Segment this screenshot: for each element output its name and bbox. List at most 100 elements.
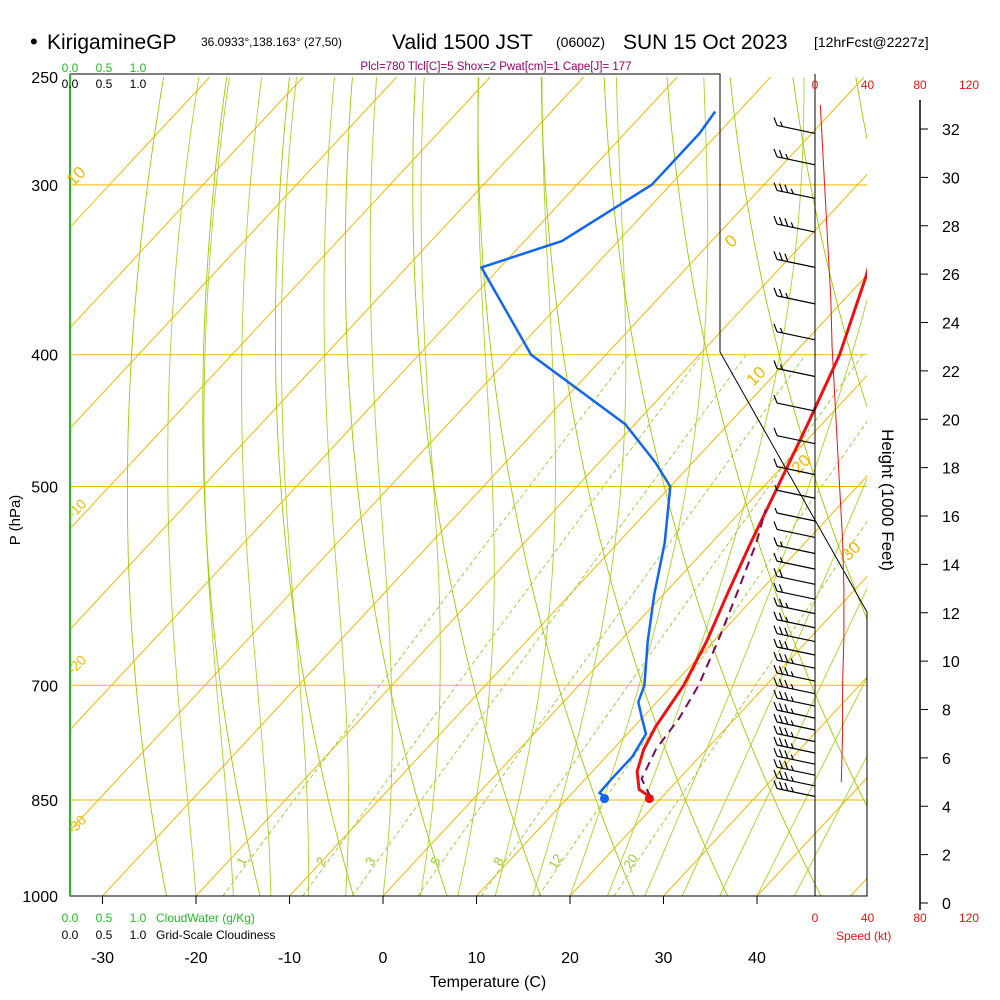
height-tick-label: 4 bbox=[942, 799, 951, 816]
x-tick-label: 0 bbox=[379, 950, 388, 967]
dry-adiabat bbox=[344, 77, 448, 896]
mixing-ratio-line bbox=[480, 354, 864, 896]
wind-barb bbox=[773, 323, 816, 341]
mixing-ratio-line bbox=[302, 354, 702, 896]
wind-barb bbox=[773, 747, 816, 765]
wind-barb bbox=[773, 537, 816, 555]
cloudwater-label: CloudWater (g/Kg) bbox=[156, 911, 255, 925]
moist-adiabat bbox=[719, 587, 867, 896]
height-tick-label: 6 bbox=[942, 751, 951, 768]
wind-barb bbox=[773, 736, 816, 754]
wind-barb bbox=[774, 485, 816, 499]
mixing-ratio-label: 12 bbox=[545, 851, 565, 871]
indices-line: Plcl=780 Tlcl[C]=5 Shox=2 Pwat[cm]=1 Cap… bbox=[360, 61, 631, 73]
dry-adiabat bbox=[919, 77, 1000, 896]
cloudiness-label: Grid-Scale Cloudiness bbox=[156, 928, 275, 942]
moist-adiabat bbox=[756, 676, 867, 896]
wind-barb bbox=[773, 780, 816, 798]
height-tick-label: 32 bbox=[942, 122, 960, 139]
x-tick-label: 40 bbox=[748, 950, 766, 967]
p-tick-label: 400 bbox=[31, 348, 58, 365]
axes: -30 -20 -10 0 10 20 30 402503004005007008501000… bbox=[22, 61, 766, 967]
wind-barb bbox=[773, 625, 816, 643]
wind-barb bbox=[773, 597, 816, 615]
moist-adiabat bbox=[280, 77, 309, 896]
speed-tick-bottom: 40 bbox=[861, 911, 875, 925]
wind-barbs bbox=[773, 74, 816, 896]
moist-adiabat bbox=[241, 77, 272, 896]
x-tick-label: -20 bbox=[184, 950, 207, 967]
moist-adiabat bbox=[203, 77, 234, 896]
height-tick-label: 30 bbox=[942, 170, 960, 187]
x-tick-label: 30 bbox=[655, 950, 673, 967]
moist-adiabat bbox=[532, 77, 627, 896]
cloudiness-tick-bottom: 1.0 bbox=[130, 928, 147, 942]
speed-axis-title: Speed (kt) bbox=[836, 929, 891, 943]
mixing-ratio-label: 3 bbox=[362, 854, 379, 868]
isotherm-line bbox=[70, 76, 584, 631]
speed-tick-top: 40 bbox=[861, 78, 875, 92]
height-tick-label: 22 bbox=[942, 364, 960, 381]
speed-tick-bottom: 80 bbox=[913, 911, 927, 925]
isotherm-label: 30 bbox=[838, 538, 865, 565]
valid-time: Valid 1500 JST bbox=[392, 31, 533, 54]
p-tick-label: 700 bbox=[31, 678, 58, 695]
dry-adiabat bbox=[982, 77, 1000, 896]
x-tick-label: 10 bbox=[468, 950, 486, 967]
height-tick-label: 8 bbox=[942, 703, 951, 720]
dry-adiabat bbox=[126, 77, 167, 896]
speed-tick-bottom: 120 bbox=[959, 911, 979, 925]
thermo-grid bbox=[70, 76, 1000, 896]
dry-adiabat bbox=[477, 77, 635, 896]
profiles bbox=[480, 110, 867, 804]
cloudwater-tick-bottom: 0.0 bbox=[62, 911, 79, 925]
mixing-ratio-label: 5 bbox=[427, 854, 444, 868]
forecast-info: [12hrFcst@2227z] bbox=[814, 34, 929, 50]
wind-barb bbox=[773, 611, 816, 629]
dry-adiabat bbox=[412, 77, 541, 896]
wind-barb bbox=[773, 638, 816, 656]
cloudwater-tick-top: 0.0 bbox=[62, 61, 79, 75]
x-axis-title: Temperature (C) bbox=[430, 974, 546, 991]
mixing-ratio-label: 1 bbox=[233, 854, 250, 868]
height-tick-label: 10 bbox=[942, 654, 960, 671]
isotherm-label-left: -30 bbox=[64, 812, 90, 838]
dry-adiabat bbox=[792, 77, 867, 409]
x-tick-label: -30 bbox=[91, 950, 114, 967]
title-bullet: • bbox=[30, 29, 38, 54]
speed-tick-top: 120 bbox=[959, 78, 979, 92]
dewpoint-surface-marker bbox=[599, 794, 609, 804]
dry-adiabat bbox=[666, 77, 867, 808]
isotherm-line bbox=[382, 374, 867, 896]
height-tick-label: 18 bbox=[942, 461, 960, 478]
wind-barb bbox=[773, 769, 816, 787]
mixing-ratio-line bbox=[222, 354, 630, 896]
moist-adiabat bbox=[369, 77, 393, 896]
site-name: KirigamineGP bbox=[47, 31, 177, 54]
wind-barb bbox=[773, 713, 816, 731]
y-axis-title: P (hPa) bbox=[7, 495, 24, 546]
wind-barb bbox=[773, 394, 816, 412]
height-tick-label: 16 bbox=[942, 509, 960, 526]
cloudwater-tick-bottom: 0.5 bbox=[96, 911, 113, 925]
wind-barb bbox=[773, 215, 816, 233]
wind-barb bbox=[773, 758, 816, 776]
dry-adiabat bbox=[603, 77, 822, 896]
wind-barb bbox=[773, 689, 816, 707]
isotherm-line bbox=[102, 76, 865, 896]
isotherm-label-left: -20 bbox=[64, 652, 90, 678]
wind-barb bbox=[773, 521, 816, 539]
isotherm-label: 10 bbox=[63, 163, 90, 190]
isotherm-line bbox=[70, 76, 397, 429]
wind-barb bbox=[774, 507, 816, 522]
site-coords: 36.0933°,138.163° (27,50) bbox=[201, 35, 342, 49]
wind-barb bbox=[773, 701, 816, 719]
mixing-ratio-label: 20 bbox=[620, 851, 640, 871]
height-tick-label: 12 bbox=[942, 606, 960, 623]
isotherm-line bbox=[70, 76, 771, 832]
wind-barb bbox=[773, 427, 816, 445]
wind-barb bbox=[773, 664, 816, 682]
dry-adiabat bbox=[540, 77, 728, 896]
height-tick-label: 0 bbox=[942, 896, 951, 913]
